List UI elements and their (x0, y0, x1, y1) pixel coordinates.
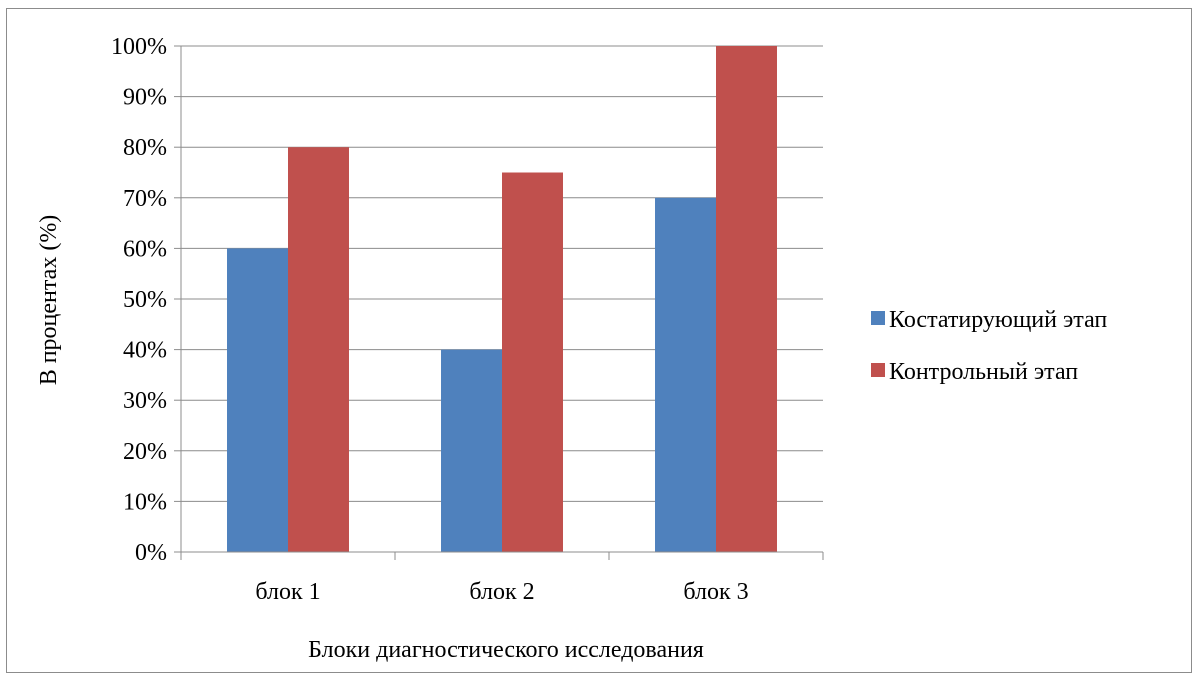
x-tick-labels: блок 1 блок 2 блок 3 (255, 579, 748, 605)
y-tick-label: 10% (123, 489, 167, 515)
x-axis-title: Блоки диагностического исследования (308, 637, 704, 663)
legend-swatch (871, 311, 885, 325)
bar (655, 197, 716, 553)
y-tick-label: 30% (123, 388, 167, 414)
y-tick-label: 90% (123, 85, 167, 111)
y-tick-label: 40% (123, 338, 167, 364)
x-tick-label: блок 2 (469, 579, 534, 605)
bar (441, 349, 502, 552)
legend: Костатирующий этап Контрольный этап (871, 307, 1107, 385)
axes (174, 45, 824, 560)
y-tick-label: 80% (123, 135, 167, 161)
chart-frame: 0% 10% 20% 30% 40% 50% 60% 70% 80% 90% 100% блок 1… (6, 8, 1192, 673)
legend-label: Контрольный этап (889, 359, 1078, 385)
bar (716, 46, 777, 552)
y-tick-label: 20% (123, 439, 167, 465)
y-tick-label: 100% (111, 34, 167, 60)
bar (227, 248, 288, 552)
bar (502, 172, 563, 552)
y-tick-label: 70% (123, 186, 167, 212)
x-tick-label: блок 3 (683, 579, 748, 605)
y-tick-labels: 0% 10% 20% 30% 40% 50% 60% 70% 80% 90% 100% (111, 34, 167, 566)
y-tick-label: 50% (123, 287, 167, 313)
legend-label: Костатирующий этап (889, 307, 1107, 333)
x-tick-label: блок 1 (255, 579, 320, 605)
legend-swatch (871, 363, 885, 377)
bars (227, 46, 777, 553)
bar-chart: 0% 10% 20% 30% 40% 50% 60% 70% 80% 90% 100% блок 1… (36, 34, 1107, 663)
y-tick-label: 0% (135, 540, 167, 566)
y-axis-title: В процентах (%) (36, 215, 62, 386)
bar (288, 147, 349, 552)
y-tick-label: 60% (123, 236, 167, 262)
